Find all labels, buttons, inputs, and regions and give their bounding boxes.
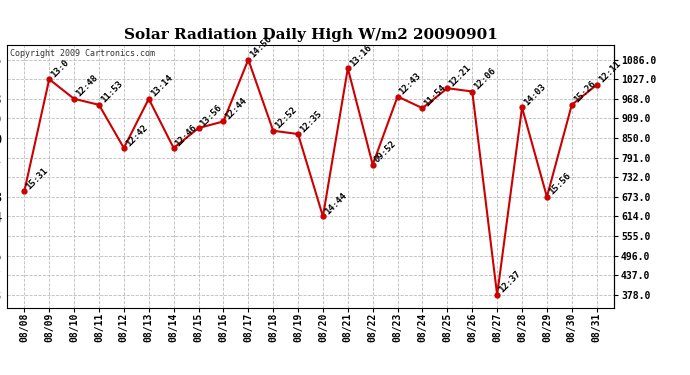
Text: 14:56: 14:56 <box>248 34 274 60</box>
Text: 13:16: 13:16 <box>348 43 373 68</box>
Text: 14:03: 14:03 <box>522 82 547 108</box>
Text: 12:52: 12:52 <box>273 105 299 131</box>
Text: 12:06: 12:06 <box>472 66 497 92</box>
Text: 11:53: 11:53 <box>99 80 124 105</box>
Text: 12:37: 12:37 <box>497 270 522 295</box>
Text: 09:52: 09:52 <box>373 139 398 165</box>
Text: 12:11: 12:11 <box>597 60 622 85</box>
Text: 15:56: 15:56 <box>547 171 572 197</box>
Text: 15:26: 15:26 <box>572 80 597 105</box>
Text: 13:0: 13:0 <box>49 58 71 79</box>
Text: 12:48: 12:48 <box>74 74 99 99</box>
Text: 12:35: 12:35 <box>298 109 324 134</box>
Text: 12:43: 12:43 <box>397 71 423 96</box>
Text: Copyright 2009 Cartronics.com: Copyright 2009 Cartronics.com <box>10 49 155 58</box>
Text: 12:46: 12:46 <box>174 123 199 148</box>
Text: 12:21: 12:21 <box>447 63 473 88</box>
Text: 11:54: 11:54 <box>422 83 448 108</box>
Text: 12:44: 12:44 <box>224 96 249 122</box>
Text: 13:56: 13:56 <box>199 103 224 128</box>
Text: 14:44: 14:44 <box>323 191 348 216</box>
Title: Solar Radiation Daily High W/m2 20090901: Solar Radiation Daily High W/m2 20090901 <box>124 28 497 42</box>
Text: 15:31: 15:31 <box>24 166 50 191</box>
Text: 12:42: 12:42 <box>124 123 149 148</box>
Text: 13:14: 13:14 <box>149 74 174 99</box>
